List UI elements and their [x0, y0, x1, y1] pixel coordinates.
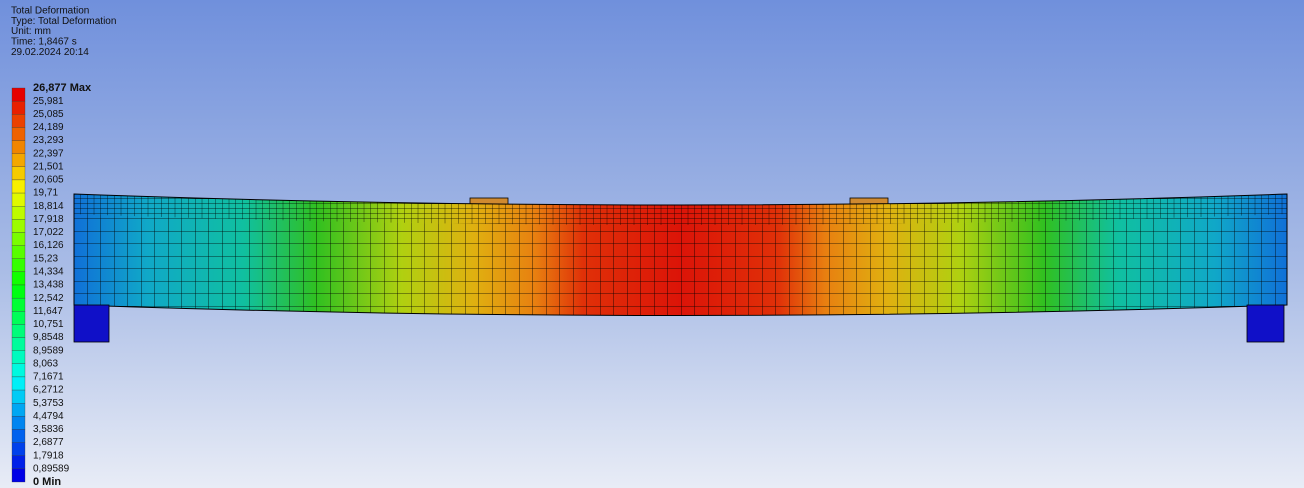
legend-label: 21,501 — [33, 161, 64, 172]
legend-label: 2,6877 — [33, 437, 64, 448]
legend-label: 4,4794 — [33, 411, 64, 422]
legend-swatch — [12, 456, 25, 469]
legend-label: 22,397 — [33, 148, 64, 159]
support — [1247, 305, 1284, 342]
legend-label: 9,8548 — [33, 332, 64, 343]
legend-swatch — [12, 364, 25, 377]
legend-swatch — [12, 88, 25, 101]
legend-label: 11,647 — [33, 306, 63, 317]
legend-swatch — [12, 390, 25, 403]
legend-label: 20,605 — [33, 175, 64, 186]
legend-swatch — [12, 443, 25, 456]
legend-label: 17,918 — [33, 214, 64, 225]
legend-label: 7,1671 — [33, 372, 64, 383]
legend-swatch — [12, 429, 25, 442]
viewport: Total DeformationType: Total Deformation… — [0, 0, 1304, 488]
legend-label: 12,542 — [33, 293, 64, 304]
legend-swatch — [12, 219, 25, 232]
legend-swatch — [12, 167, 25, 180]
legend-swatch — [12, 114, 25, 127]
legend-swatch — [12, 154, 25, 167]
legend-label: 8,9589 — [33, 345, 64, 356]
legend-label: 25,981 — [33, 96, 64, 107]
legend-label: 6,2712 — [33, 385, 64, 396]
legend-swatch — [12, 351, 25, 364]
legend-swatch — [12, 285, 25, 298]
legend-label: 3,5836 — [33, 424, 64, 435]
legend-label: 8,063 — [33, 358, 58, 369]
legend-label: 0 Min — [33, 476, 61, 488]
legend-label: 25,085 — [33, 109, 64, 120]
legend-swatch — [12, 180, 25, 193]
legend-swatch — [12, 193, 25, 206]
legend-label: 13,438 — [33, 280, 64, 291]
legend-label: 18,814 — [33, 201, 64, 212]
legend-label: 1,7918 — [33, 450, 64, 461]
legend-swatch — [12, 416, 25, 429]
legend-label: 15,23 — [33, 253, 58, 264]
legend-swatch — [12, 377, 25, 390]
legend-swatch — [12, 298, 25, 311]
legend-label: 10,751 — [33, 319, 64, 330]
page: {"header": {"lines": ["Total Deformation… — [0, 0, 1304, 488]
legend-label: 26,877 Max — [33, 82, 92, 94]
legend-label: 24,189 — [33, 122, 64, 133]
legend-swatch — [12, 469, 25, 482]
legend-swatch — [12, 403, 25, 416]
legend-swatch — [12, 272, 25, 285]
legend-swatch — [12, 101, 25, 114]
header-line: 29.02.2024 20:14 — [11, 47, 89, 58]
legend-swatch — [12, 206, 25, 219]
legend-label: 16,126 — [33, 240, 64, 251]
legend-label: 23,293 — [33, 135, 64, 146]
legend-label: 19,71 — [33, 188, 58, 199]
legend-swatch — [12, 338, 25, 351]
legend-label: 17,022 — [33, 227, 64, 238]
legend-swatch — [12, 246, 25, 259]
legend-swatch — [12, 324, 25, 337]
legend-swatch — [12, 127, 25, 140]
legend-swatch — [12, 311, 25, 324]
legend-label: 5,3753 — [33, 398, 64, 409]
legend-swatch — [12, 232, 25, 245]
legend-swatch — [12, 141, 25, 154]
legend-label: 0,89589 — [33, 464, 70, 475]
legend-label: 14,334 — [33, 267, 64, 278]
legend-swatch — [12, 259, 25, 272]
support — [74, 305, 109, 342]
